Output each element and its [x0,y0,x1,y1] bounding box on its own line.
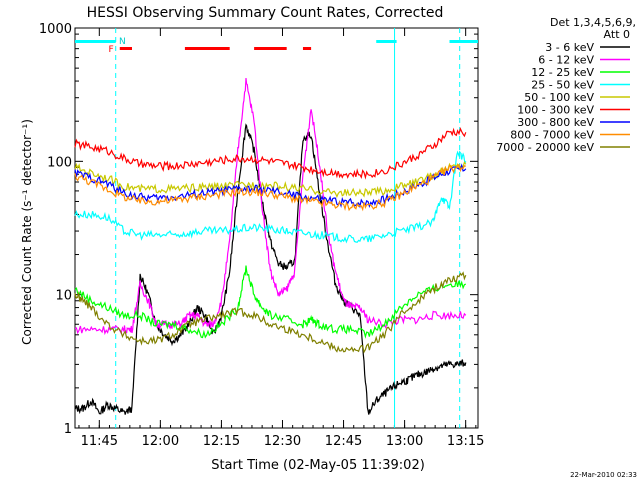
series-line-1 [74,77,467,336]
timestamp: 22-Mar-2010 02:33 [570,471,637,479]
series-line-8 [74,271,467,354]
x-tick-label: 13:00 [386,434,423,449]
series-line-2 [74,265,467,339]
x-tick-label: 11:45 [81,434,118,449]
legend-label: 100 - 300 keV [517,104,594,117]
status-bar-red [254,47,287,50]
status-bar-cyan [449,40,478,43]
flag-label-n: N [119,37,126,47]
x-tick-label: 12:15 [203,434,240,449]
series-line-4 [74,160,467,199]
x-tick-label: 12:00 [142,434,179,449]
plot-frame [74,27,479,429]
status-bar-red [302,47,312,50]
plot-area: 1 10 100 1000 11:45 12:00 12:15 12:30 12:45 13:00… [39,22,484,449]
legend-title-2: Att 0 [604,28,630,41]
x-axis-label: Start Time (02-May-05 11:39:02) [211,458,425,473]
legend-label: 6 - 12 keV [538,54,594,67]
status-bar-red [184,47,230,50]
legend-label: 7000 - 20000 keV [496,141,594,154]
flag-label-f: F [108,45,113,55]
y-tick-label: 100 [47,155,72,170]
series-line-0 [74,123,467,415]
y-tick-label: 1 [64,422,72,437]
y-tick-label: 10 [55,289,72,304]
series-line-6 [74,163,467,209]
series-line-5 [74,127,467,180]
series-line-7 [74,163,466,212]
status-bar-cyan [376,40,397,43]
series-line-3 [74,150,467,244]
legend-label: 25 - 50 keV [531,79,594,92]
legend-label: 50 - 100 keV [524,91,594,104]
status-bar-cyan [75,40,116,43]
x-tick-label: 12:45 [325,434,362,449]
x-tick-label: 12:30 [264,434,301,449]
y-axis-label: Corrected Count Rate (s⁻¹ detector⁻¹) [20,119,34,345]
legend-label: 800 - 7000 keV [510,129,594,142]
status-bar-red [119,47,132,50]
chart-title: HESSI Observing Summary Count Rates, Cor… [87,5,444,21]
y-tick-label: 1000 [39,22,72,37]
legend-label: 300 - 800 keV [517,116,594,129]
legend-label: 12 - 25 keV [531,66,594,79]
x-tick-label: 13:15 [447,434,484,449]
legend-label: 3 - 6 keV [545,41,594,54]
legend-title-1: Det 1,3,4,5,6,9, [550,16,636,29]
